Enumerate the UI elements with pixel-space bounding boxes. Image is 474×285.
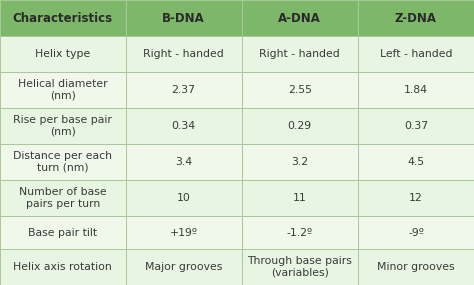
Bar xyxy=(358,144,474,180)
Text: 1.84: 1.84 xyxy=(404,85,428,95)
Bar xyxy=(0,216,126,249)
Text: 0.34: 0.34 xyxy=(172,121,196,131)
Bar xyxy=(126,180,242,216)
Bar xyxy=(242,0,358,36)
Bar xyxy=(358,180,474,216)
Bar xyxy=(0,72,126,108)
Bar xyxy=(126,0,242,36)
Text: 0.37: 0.37 xyxy=(404,121,428,131)
Bar xyxy=(0,180,126,216)
Bar xyxy=(242,180,358,216)
Bar xyxy=(358,72,474,108)
Bar xyxy=(358,0,474,36)
Bar xyxy=(126,108,242,144)
Text: 4.5: 4.5 xyxy=(407,157,425,167)
Text: Through base pairs
(variables): Through base pairs (variables) xyxy=(247,256,352,278)
Bar xyxy=(358,249,474,285)
Bar xyxy=(242,36,358,72)
Text: +19º: +19º xyxy=(170,227,198,237)
Bar xyxy=(126,249,242,285)
Text: Base pair tilt: Base pair tilt xyxy=(28,227,97,237)
Text: Number of base
pairs per turn: Number of base pairs per turn xyxy=(19,187,107,209)
Text: -1.2º: -1.2º xyxy=(287,227,313,237)
Text: Distance per each
turn (nm): Distance per each turn (nm) xyxy=(13,151,112,173)
Text: Minor grooves: Minor grooves xyxy=(377,262,455,272)
Text: 12: 12 xyxy=(409,193,423,203)
Text: Left - handed: Left - handed xyxy=(380,49,452,59)
Text: Rise per base pair
(nm): Rise per base pair (nm) xyxy=(13,115,112,137)
Bar xyxy=(126,216,242,249)
Bar xyxy=(358,36,474,72)
Text: Helical diameter
(nm): Helical diameter (nm) xyxy=(18,79,108,101)
Bar xyxy=(126,36,242,72)
Bar xyxy=(0,144,126,180)
Bar xyxy=(0,36,126,72)
Text: 11: 11 xyxy=(293,193,307,203)
Bar xyxy=(242,144,358,180)
Text: 0.29: 0.29 xyxy=(288,121,312,131)
Bar xyxy=(242,216,358,249)
Text: 3.2: 3.2 xyxy=(291,157,309,167)
Text: -9º: -9º xyxy=(408,227,424,237)
Bar xyxy=(0,0,126,36)
Text: Right - handed: Right - handed xyxy=(259,49,340,59)
Text: Helix axis rotation: Helix axis rotation xyxy=(13,262,112,272)
Text: Major grooves: Major grooves xyxy=(145,262,222,272)
Bar xyxy=(126,144,242,180)
Text: 10: 10 xyxy=(177,193,191,203)
Bar xyxy=(358,216,474,249)
Bar xyxy=(358,108,474,144)
Bar xyxy=(0,249,126,285)
Text: 2.55: 2.55 xyxy=(288,85,312,95)
Text: Helix type: Helix type xyxy=(35,49,91,59)
Text: Characteristics: Characteristics xyxy=(13,11,113,25)
Text: 2.37: 2.37 xyxy=(172,85,196,95)
Bar xyxy=(242,108,358,144)
Bar xyxy=(126,72,242,108)
Text: 3.4: 3.4 xyxy=(175,157,192,167)
Text: A-DNA: A-DNA xyxy=(278,11,321,25)
Text: Z-DNA: Z-DNA xyxy=(395,11,437,25)
Bar xyxy=(242,249,358,285)
Text: B-DNA: B-DNA xyxy=(162,11,205,25)
Bar xyxy=(242,72,358,108)
Text: Right - handed: Right - handed xyxy=(143,49,224,59)
Bar xyxy=(0,108,126,144)
